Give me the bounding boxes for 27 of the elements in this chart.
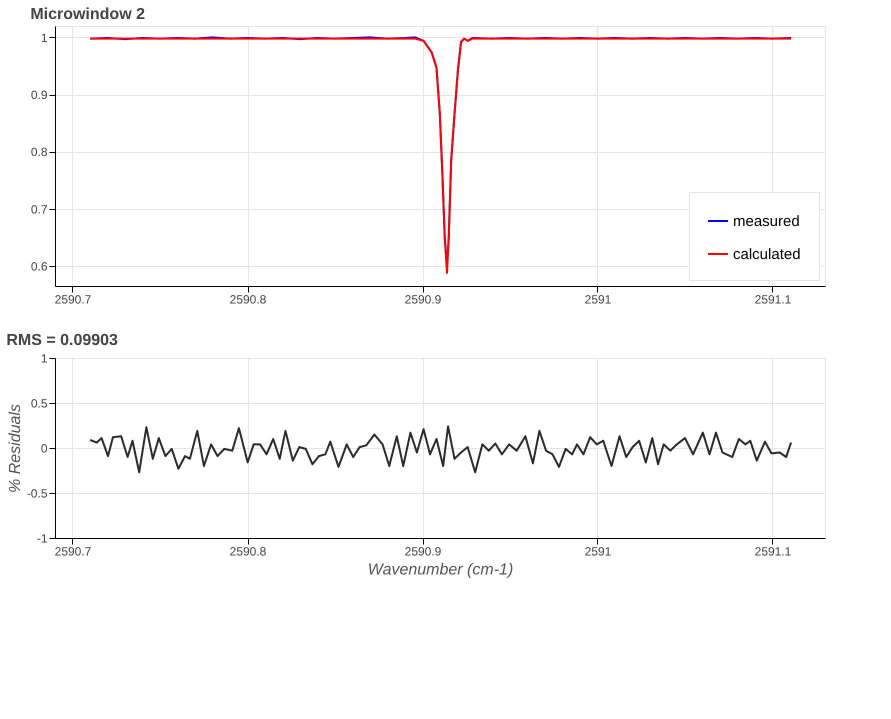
x-tick-label: 2590.7 (54, 292, 92, 306)
x-tick-label: 2591 (584, 292, 612, 306)
y-axis-title: % Residuals (6, 404, 24, 493)
y-tick-label: 0 (40, 442, 48, 456)
x-tick-label: 2591.1 (754, 292, 792, 306)
x-tick-label: 2590.8 (230, 292, 267, 306)
chart-title: RMS = 0.09903 (6, 332, 118, 349)
x-tick-label: 2590.9 (404, 292, 442, 306)
y-tick-label: -0.5 (26, 486, 48, 500)
x-tick-label: 2590.8 (230, 544, 267, 558)
y-tick-label: 1 (40, 352, 48, 366)
y-tick-label: 0.8 (30, 145, 48, 160)
y-tick-label: 0.7 (30, 202, 48, 216)
x-tick-label: 2591.1 (754, 544, 792, 558)
y-tick-label: 0.6 (30, 260, 48, 274)
y-tick-label: 0.5 (30, 396, 48, 410)
x-tick-label: 2591 (584, 544, 612, 558)
x-axis-title: Wavenumber (cm-1) (368, 562, 514, 578)
x-tick-label: 2590.9 (404, 544, 442, 558)
x-tick-label: 2590.7 (54, 544, 92, 558)
y-tick-label: 1 (40, 30, 48, 45)
legend-label: calculated (733, 246, 801, 263)
y-tick-label: -1 (36, 532, 48, 546)
line-series (89, 425, 792, 474)
chart-title: Microwindow 2 (30, 6, 146, 23)
y-tick-label: 0.9 (30, 88, 48, 102)
legend-label: measured (733, 213, 800, 230)
